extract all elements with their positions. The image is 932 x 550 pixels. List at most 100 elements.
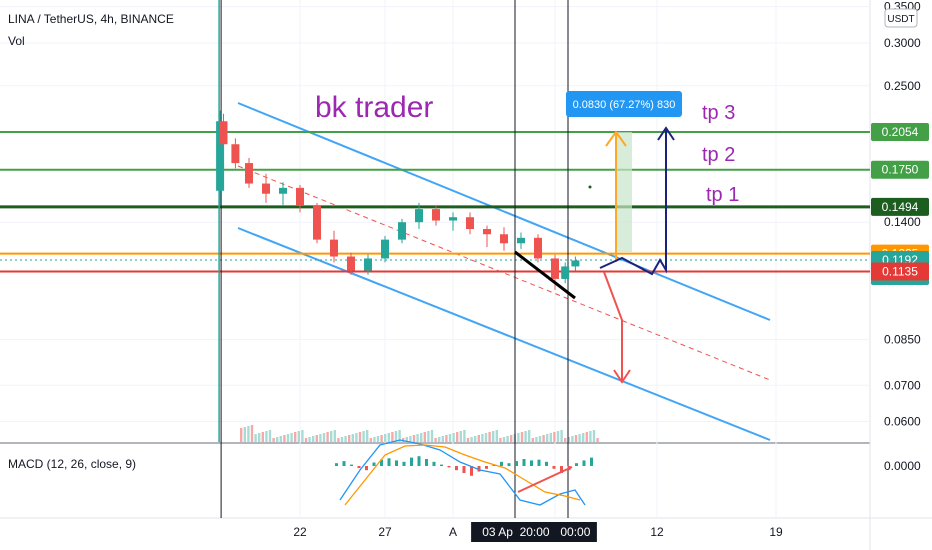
marker-dot bbox=[588, 185, 592, 189]
y-tick: 0.1400 bbox=[884, 215, 921, 229]
macd-hist-bar bbox=[560, 466, 563, 473]
x-tick: 27 bbox=[378, 525, 392, 539]
x-tick: 12 bbox=[650, 525, 664, 539]
volume-bar bbox=[420, 433, 423, 442]
candle-body bbox=[571, 260, 580, 267]
drawings[interactable] bbox=[514, 126, 675, 384]
volume-bar bbox=[585, 432, 588, 442]
macd-hist-bar bbox=[545, 461, 548, 466]
price-label: 0.2054 bbox=[882, 125, 919, 139]
macd-hist-bar bbox=[342, 461, 346, 466]
macd-hist-bar bbox=[500, 461, 503, 466]
volume-bar bbox=[571, 436, 574, 442]
macd-hist-bar bbox=[365, 466, 368, 471]
macd-hist-bar bbox=[395, 460, 398, 466]
volume-bar bbox=[384, 434, 387, 442]
candle-body bbox=[500, 234, 508, 244]
macd-hist-bar bbox=[350, 464, 353, 466]
volume-bar bbox=[391, 432, 394, 442]
symbol-legend[interactable]: LINA / TetherUS, 4h, BINANCE bbox=[8, 12, 174, 26]
projection-arrowhead[interactable] bbox=[657, 126, 675, 141]
volume-bar bbox=[265, 431, 268, 442]
channel-lower-line[interactable] bbox=[237, 227, 771, 441]
volume-bar bbox=[261, 432, 264, 442]
price-lines[interactable] bbox=[0, 131, 870, 273]
tp3-label: tp 3 bbox=[702, 102, 735, 124]
macd-pane[interactable] bbox=[0, 444, 870, 518]
volume-bar bbox=[326, 432, 329, 442]
volume-bar bbox=[502, 437, 506, 442]
macd-hist-bar bbox=[425, 459, 428, 466]
channel-median-line[interactable] bbox=[237, 165, 771, 381]
macd-hist-bar bbox=[582, 460, 586, 466]
price-label-bg bbox=[871, 197, 929, 216]
vertical-markers[interactable] bbox=[218, 0, 569, 518]
macd-hist-bar bbox=[432, 461, 436, 466]
candle-body bbox=[245, 163, 253, 184]
y-tick: 0.2500 bbox=[884, 79, 921, 93]
price-label-bg bbox=[871, 160, 929, 179]
volume-bar bbox=[290, 433, 293, 442]
volume-bar bbox=[495, 430, 498, 442]
volume-bar bbox=[466, 438, 470, 442]
descending-channel[interactable] bbox=[237, 102, 771, 441]
candle-body bbox=[561, 266, 570, 279]
macd-legend[interactable]: MACD (12, 26, close, 9) bbox=[8, 457, 137, 471]
volume-bar bbox=[528, 430, 531, 442]
volume-bar bbox=[596, 438, 599, 442]
price-label-bg bbox=[871, 262, 929, 281]
candle-body bbox=[449, 217, 457, 221]
macd-line bbox=[339, 439, 586, 506]
volume-bar bbox=[268, 430, 272, 442]
tp2-label: tp 2 bbox=[702, 144, 735, 166]
stop-arrow-shaft[interactable] bbox=[603, 271, 623, 382]
volume-bar bbox=[556, 431, 560, 442]
volume-bar bbox=[369, 438, 372, 442]
volume-bar bbox=[427, 431, 430, 442]
candle-body bbox=[296, 187, 304, 206]
price-label-bg bbox=[871, 123, 929, 142]
breakout-line[interactable] bbox=[514, 250, 576, 300]
macd-hist-bar bbox=[380, 459, 383, 466]
volume-bar bbox=[531, 438, 534, 442]
volume-bar bbox=[441, 436, 444, 442]
volume-bar bbox=[546, 434, 549, 442]
volume-bar bbox=[358, 432, 362, 442]
price-label: 0.1135 bbox=[882, 265, 918, 279]
volume-bar bbox=[398, 430, 401, 442]
currency-label[interactable]: USDT bbox=[887, 14, 914, 25]
stop-arrowhead[interactable] bbox=[613, 369, 631, 384]
candle-body bbox=[483, 229, 491, 235]
price-axis[interactable]: 0.20540.17500.14940.12250.119232:270.113… bbox=[871, 0, 929, 473]
measure-box[interactable] bbox=[616, 132, 632, 252]
price-label: 0.1494 bbox=[882, 200, 919, 214]
candle-body bbox=[231, 144, 240, 164]
projection-path[interactable] bbox=[599, 130, 667, 276]
price-pane[interactable] bbox=[0, 0, 870, 442]
candle-body bbox=[219, 121, 228, 145]
currency-box[interactable] bbox=[884, 8, 918, 28]
chart-watermark: bk trader bbox=[315, 91, 433, 124]
volume-bar bbox=[506, 436, 509, 442]
macd-hist-bar bbox=[462, 466, 466, 473]
volume-bar bbox=[524, 431, 527, 442]
volume-bar bbox=[456, 432, 459, 442]
volume-bar bbox=[344, 436, 347, 442]
volume-bar bbox=[337, 438, 340, 442]
candle-body bbox=[415, 209, 423, 223]
volume-bar bbox=[484, 433, 488, 442]
volume-bar bbox=[582, 433, 585, 442]
volume-bar bbox=[340, 437, 344, 442]
volume-bar bbox=[312, 436, 315, 442]
macd-hist-bar bbox=[507, 463, 511, 466]
volume-bar bbox=[553, 432, 556, 442]
volume-bar bbox=[452, 433, 455, 442]
macd-hist-bar bbox=[477, 466, 481, 472]
volume-legend[interactable]: Vol bbox=[8, 34, 25, 48]
macd-hist-bar bbox=[522, 459, 526, 466]
volume-bar bbox=[272, 438, 275, 442]
target-arrowhead[interactable] bbox=[605, 130, 627, 147]
channel-upper-line[interactable] bbox=[237, 102, 771, 321]
